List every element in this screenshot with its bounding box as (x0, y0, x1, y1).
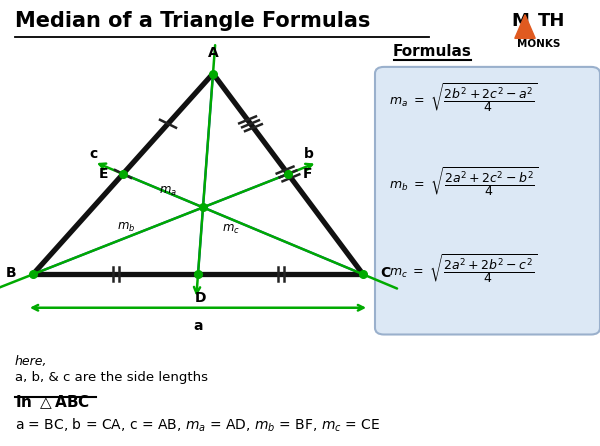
Text: MONKS: MONKS (517, 39, 560, 49)
Text: $m_c$: $m_c$ (222, 223, 240, 236)
Point (11, 394, 19, 400)
Point (425, 34, 433, 39)
Point (467, 57, 475, 62)
Text: a = BC, b = CA, c = AB, $m_a$ = AD, $m_b$ = BF, $m_c$ = CE: a = BC, b = CA, c = AB, $m_a$ = AD, $m_b… (15, 417, 380, 434)
Text: b: b (304, 147, 314, 161)
Point (11, 34, 19, 39)
Text: B: B (5, 266, 16, 280)
Point (391, 57, 398, 62)
Polygon shape (515, 15, 535, 38)
Text: D: D (195, 291, 207, 305)
Text: $m_a$: $m_a$ (159, 185, 177, 198)
Text: M: M (511, 12, 529, 30)
Text: F: F (303, 167, 313, 181)
Text: $m_c\ =\ \sqrt{\dfrac{2a^2+2b^2-c^2}{4}}$: $m_c\ =\ \sqrt{\dfrac{2a^2+2b^2-c^2}{4}}… (389, 253, 537, 286)
Text: In $\triangle$ABC: In $\triangle$ABC (15, 393, 90, 411)
Text: a: a (193, 319, 203, 333)
Text: c: c (89, 147, 97, 161)
Text: $m_b\ =\ \sqrt{\dfrac{2a^2+2c^2-b^2}{4}}$: $m_b\ =\ \sqrt{\dfrac{2a^2+2c^2-b^2}{4}}… (389, 166, 538, 199)
Text: TH: TH (538, 12, 565, 30)
Text: $m_b$: $m_b$ (117, 221, 135, 234)
FancyBboxPatch shape (375, 67, 600, 334)
Point (92, 394, 100, 400)
Text: A: A (208, 46, 218, 60)
Text: Formulas: Formulas (392, 44, 472, 59)
Text: C: C (380, 266, 390, 280)
Text: $m_a\ =\ \sqrt{\dfrac{2b^2+2c^2-a^2}{4}}$: $m_a\ =\ \sqrt{\dfrac{2b^2+2c^2-a^2}{4}}… (389, 82, 538, 115)
Text: Median of a Triangle Formulas: Median of a Triangle Formulas (15, 11, 370, 31)
Text: a, b, & c are the side lengths: a, b, & c are the side lengths (15, 371, 208, 384)
Text: here,: here, (15, 355, 47, 368)
Text: E: E (98, 167, 108, 181)
